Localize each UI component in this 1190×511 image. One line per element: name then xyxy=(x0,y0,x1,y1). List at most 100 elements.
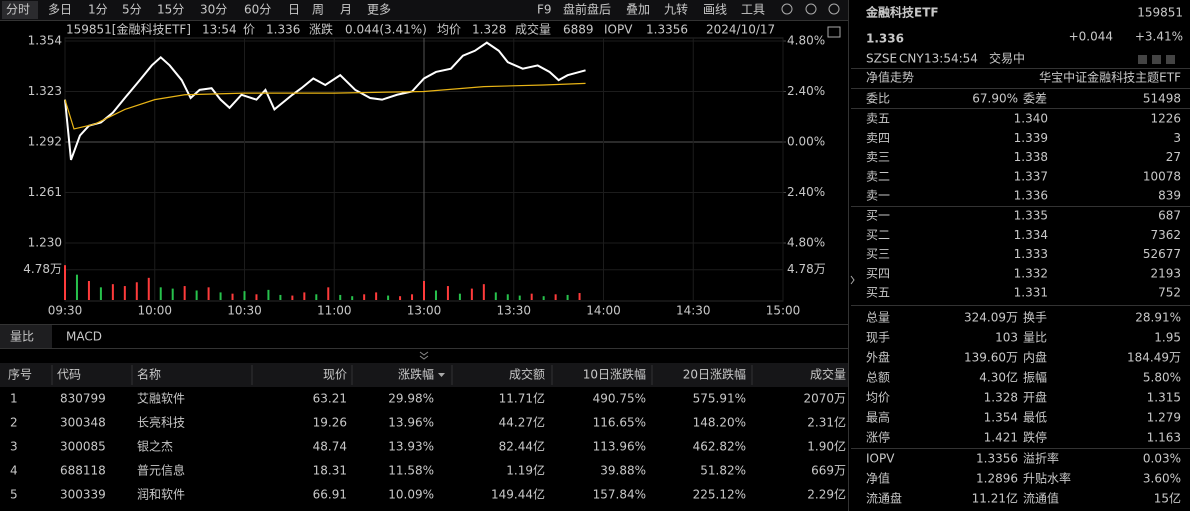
expand-icon[interactable] xyxy=(419,351,429,360)
tool-button[interactable]: 工具 xyxy=(741,3,765,17)
table-cell[interactable]: 11.71亿 xyxy=(499,391,545,406)
stat-value: 4.30亿 xyxy=(979,370,1018,385)
table-cell[interactable]: 830799 xyxy=(60,392,106,406)
table-cell[interactable]: 225.12% xyxy=(693,488,746,502)
table-cell[interactable]: 300085 xyxy=(60,440,106,454)
indicator-tab[interactable]: 量比 xyxy=(10,330,34,344)
table-cell[interactable]: 300348 xyxy=(60,416,106,430)
table-header[interactable]: 名称 xyxy=(137,367,161,382)
table-cell[interactable]: 688118 xyxy=(60,464,106,478)
period-tab[interactable]: 5分 xyxy=(122,3,142,17)
table-cell[interactable]: 300339 xyxy=(60,488,106,502)
table-cell[interactable]: 10.09% xyxy=(388,488,434,502)
table-cell[interactable]: 3 xyxy=(10,440,18,454)
sort-icon[interactable] xyxy=(438,373,445,377)
tool-button[interactable]: F9 xyxy=(537,3,552,17)
x-tick-label: 11:00 xyxy=(317,304,352,318)
tool-button[interactable]: 盘前盘后 xyxy=(563,2,611,17)
table-cell[interactable]: 2.29亿 xyxy=(807,487,846,502)
indicator-tab[interactable]: MACD xyxy=(66,330,102,344)
average-line xyxy=(64,82,586,130)
table-cell[interactable]: 157.84% xyxy=(593,488,646,502)
table-cell[interactable]: 2.31亿 xyxy=(807,415,846,430)
table-cell[interactable]: 艾融软件 xyxy=(137,392,185,406)
table-cell[interactable]: 575.91% xyxy=(693,392,746,406)
volume-bar xyxy=(315,294,318,300)
tool-button[interactable]: 叠加 xyxy=(626,3,650,17)
table-header[interactable]: 10日涨跌幅 xyxy=(583,367,646,382)
edit-icon[interactable] xyxy=(1138,55,1147,64)
volume-bar xyxy=(399,296,402,300)
nav-tab[interactable]: 净值走势 xyxy=(866,70,914,85)
table-cell[interactable]: 116.65% xyxy=(593,416,646,430)
table-header[interactable]: 序号 xyxy=(8,367,32,382)
search-icon[interactable] xyxy=(805,3,817,15)
table-cell[interactable]: 39.88% xyxy=(600,464,646,478)
table-cell[interactable]: 148.20% xyxy=(693,416,746,430)
table-cell[interactable]: 19.26 xyxy=(313,416,347,430)
menu-icon[interactable] xyxy=(828,3,840,15)
table-cell[interactable]: 113.96% xyxy=(593,440,646,454)
table-cell[interactable]: 4 xyxy=(10,464,18,478)
chart-icon[interactable] xyxy=(827,26,841,38)
period-tab[interactable]: 多日 xyxy=(48,3,72,17)
stat-label: 跌停 xyxy=(1023,430,1047,445)
table-cell[interactable]: 普元信息 xyxy=(137,463,185,478)
stat-value: 1.279 xyxy=(1147,411,1181,425)
table-cell[interactable]: 44.27亿 xyxy=(499,415,545,430)
table-cell[interactable]: 490.75% xyxy=(593,392,646,406)
edit-icon[interactable] xyxy=(1152,55,1161,64)
table-cell[interactable]: 18.31 xyxy=(313,464,347,478)
chart-header-item: 价 xyxy=(243,23,255,37)
table-cell[interactable]: 1 xyxy=(10,392,18,406)
volume-bar xyxy=(434,290,437,300)
table-cell[interactable]: 11.58% xyxy=(388,464,434,478)
edit-icon[interactable] xyxy=(1166,55,1175,64)
table-cell[interactable]: 2070万 xyxy=(803,392,846,406)
table-cell[interactable]: 82.44亿 xyxy=(499,439,545,454)
table-cell[interactable]: 66.91 xyxy=(313,488,347,502)
table-cell[interactable]: 669万 xyxy=(811,464,846,478)
period-tab[interactable]: 分时 xyxy=(6,3,30,17)
period-tab[interactable]: 60分 xyxy=(244,3,271,17)
order-size: 10078 xyxy=(1143,169,1181,183)
table-cell[interactable]: 润和软件 xyxy=(137,488,185,502)
settings-icon[interactable] xyxy=(781,3,793,15)
tab-bg[interactable] xyxy=(0,325,52,348)
table-cell[interactable]: 51.82% xyxy=(700,464,746,478)
table-cell[interactable]: 1.90亿 xyxy=(807,439,846,454)
table-header[interactable]: 成交额 xyxy=(509,367,545,382)
table-cell[interactable]: 462.82% xyxy=(693,440,746,454)
volume-bar xyxy=(99,287,102,300)
table-cell[interactable]: 63.21 xyxy=(313,392,347,406)
table-header[interactable]: 20日涨跌幅 xyxy=(683,367,746,382)
collapse-icon[interactable] xyxy=(850,275,855,285)
table-cell[interactable]: 1.19亿 xyxy=(506,463,545,478)
last-price: 1.336 xyxy=(866,32,904,46)
table-header[interactable]: 成交量 xyxy=(810,367,846,382)
table-cell[interactable]: 银之杰 xyxy=(137,440,173,454)
period-tab[interactable]: 30分 xyxy=(200,3,227,17)
table-cell[interactable]: 48.74 xyxy=(313,440,347,454)
stat-label: IOPV xyxy=(866,452,895,466)
tool-button[interactable]: 画线 xyxy=(703,3,727,17)
table-cell[interactable]: 2 xyxy=(10,416,18,430)
table-header[interactable]: 代码 xyxy=(57,368,81,382)
table-cell[interactable]: 5 xyxy=(10,488,18,502)
table-cell[interactable]: 149.44亿 xyxy=(491,487,545,502)
table-cell[interactable]: 13.93% xyxy=(388,440,434,454)
table-cell[interactable]: 29.98% xyxy=(388,392,434,406)
table-cell[interactable]: 长亮科技 xyxy=(137,415,185,430)
table-cell[interactable]: 13.96% xyxy=(388,416,434,430)
volume-bar xyxy=(327,287,330,300)
period-tab[interactable]: 1分 xyxy=(88,3,108,17)
tool-button[interactable]: 九转 xyxy=(664,2,688,17)
period-tab[interactable]: 15分 xyxy=(157,3,184,17)
period-tab[interactable]: 周 xyxy=(312,3,324,17)
table-header[interactable]: 涨跌幅 xyxy=(398,367,434,382)
table-header[interactable]: 现价 xyxy=(323,368,347,382)
period-tab[interactable]: 更多 xyxy=(367,3,391,17)
period-tab[interactable]: 日 xyxy=(288,3,300,17)
period-tab[interactable]: 月 xyxy=(340,3,352,17)
